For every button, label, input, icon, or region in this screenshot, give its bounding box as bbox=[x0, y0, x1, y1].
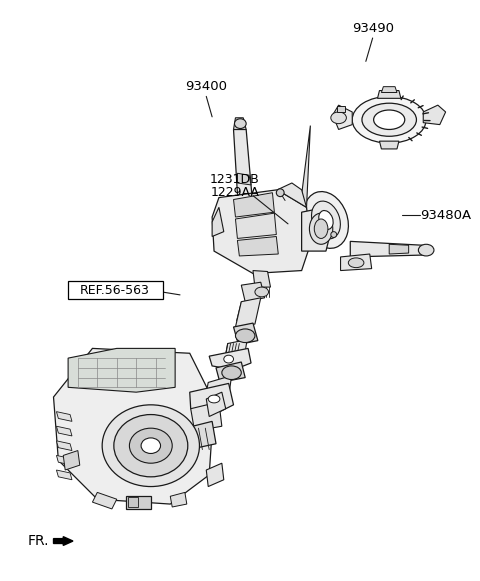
Polygon shape bbox=[277, 183, 307, 207]
Polygon shape bbox=[233, 323, 258, 345]
Polygon shape bbox=[57, 441, 72, 450]
Polygon shape bbox=[238, 236, 278, 256]
Polygon shape bbox=[206, 463, 224, 486]
Polygon shape bbox=[340, 254, 372, 271]
Polygon shape bbox=[63, 450, 80, 470]
Ellipse shape bbox=[362, 103, 417, 137]
Text: 93400: 93400 bbox=[185, 81, 227, 94]
Bar bbox=[68, 281, 164, 299]
Polygon shape bbox=[236, 213, 276, 238]
Polygon shape bbox=[251, 205, 304, 222]
Ellipse shape bbox=[331, 232, 336, 238]
Polygon shape bbox=[127, 496, 151, 509]
Polygon shape bbox=[212, 207, 224, 236]
Ellipse shape bbox=[236, 329, 255, 343]
Polygon shape bbox=[238, 173, 251, 185]
Ellipse shape bbox=[319, 210, 333, 229]
Polygon shape bbox=[350, 241, 426, 257]
Polygon shape bbox=[170, 492, 187, 507]
Polygon shape bbox=[377, 91, 401, 98]
Polygon shape bbox=[129, 497, 138, 507]
Polygon shape bbox=[253, 271, 271, 287]
Polygon shape bbox=[57, 470, 72, 480]
Text: 1231DB: 1231DB bbox=[210, 173, 260, 186]
Polygon shape bbox=[216, 362, 245, 382]
Ellipse shape bbox=[419, 244, 434, 256]
Polygon shape bbox=[423, 105, 445, 124]
Ellipse shape bbox=[276, 189, 284, 196]
Polygon shape bbox=[209, 349, 251, 370]
Polygon shape bbox=[212, 190, 312, 274]
Polygon shape bbox=[236, 298, 261, 327]
Polygon shape bbox=[57, 426, 72, 436]
Polygon shape bbox=[233, 193, 275, 217]
Polygon shape bbox=[301, 207, 331, 251]
Ellipse shape bbox=[348, 258, 364, 268]
Ellipse shape bbox=[303, 192, 348, 248]
Polygon shape bbox=[233, 130, 253, 209]
Polygon shape bbox=[93, 492, 117, 509]
Text: 93480A: 93480A bbox=[420, 209, 471, 221]
Polygon shape bbox=[380, 141, 399, 149]
Text: REF.56-563: REF.56-563 bbox=[80, 284, 150, 296]
FancyArrow shape bbox=[53, 537, 73, 546]
Polygon shape bbox=[204, 376, 231, 403]
Ellipse shape bbox=[310, 213, 333, 244]
Polygon shape bbox=[191, 402, 222, 431]
Ellipse shape bbox=[331, 112, 347, 124]
Ellipse shape bbox=[312, 201, 340, 239]
Ellipse shape bbox=[208, 395, 220, 403]
Ellipse shape bbox=[235, 119, 246, 128]
Ellipse shape bbox=[373, 110, 405, 130]
Polygon shape bbox=[57, 456, 72, 465]
Polygon shape bbox=[206, 392, 226, 417]
Polygon shape bbox=[233, 118, 246, 130]
Ellipse shape bbox=[222, 366, 241, 379]
Ellipse shape bbox=[130, 428, 172, 463]
Ellipse shape bbox=[255, 287, 268, 297]
Ellipse shape bbox=[114, 415, 188, 477]
Text: 1229AA: 1229AA bbox=[211, 185, 260, 199]
Polygon shape bbox=[333, 105, 352, 130]
Polygon shape bbox=[389, 244, 408, 254]
Ellipse shape bbox=[352, 96, 426, 143]
Polygon shape bbox=[68, 349, 175, 392]
Polygon shape bbox=[185, 421, 216, 450]
Polygon shape bbox=[299, 125, 311, 208]
Polygon shape bbox=[57, 411, 72, 421]
Ellipse shape bbox=[224, 355, 233, 363]
Polygon shape bbox=[224, 340, 247, 366]
Ellipse shape bbox=[314, 219, 328, 238]
Polygon shape bbox=[190, 383, 233, 415]
Polygon shape bbox=[241, 282, 264, 302]
Ellipse shape bbox=[102, 405, 200, 486]
Polygon shape bbox=[336, 106, 346, 112]
Polygon shape bbox=[53, 349, 214, 504]
Polygon shape bbox=[382, 87, 397, 92]
Text: FR.: FR. bbox=[27, 534, 49, 548]
Text: 93490: 93490 bbox=[352, 22, 394, 35]
Ellipse shape bbox=[141, 438, 160, 454]
